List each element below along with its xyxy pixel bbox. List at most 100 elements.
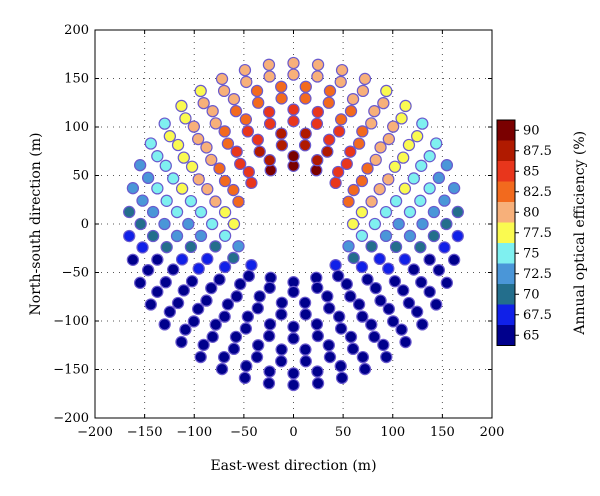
heliostat-point [447,182,461,195]
heliostat-point [299,80,312,93]
y-tick-label: 100 [64,120,89,135]
heliostat-point [311,70,324,83]
heliostat-point [227,342,241,355]
heliostat-point [263,154,276,167]
heliostat-point [427,205,441,219]
heliostat-point [368,217,382,231]
heliostat-point [414,241,427,254]
heliostat-point [239,113,253,126]
heliostat-point [398,182,412,195]
heliostat-point [287,378,300,392]
heliostat-point [171,296,185,310]
colorbar-segment [497,161,515,182]
heliostat-point [332,125,346,138]
y-tick-label: 50 [72,169,89,184]
heliostat-point [136,194,149,207]
heliostat-point [346,342,360,355]
colorbar-segment [497,325,515,346]
heliostat-point [215,362,229,376]
x-tick-label: −50 [230,425,257,440]
heliostat-point [322,339,335,352]
heliostat-point [311,377,325,390]
x-tick-label: 0 [289,425,297,440]
heliostat-point [355,174,369,188]
heliostat-point [311,105,325,119]
heliostat-point [167,172,180,185]
heliostat-point [340,277,353,291]
heliostat-point [217,350,231,364]
heliostat-point [191,302,205,316]
heliostat-point [194,350,207,364]
heliostat-point [356,84,370,98]
heliostat-point [399,335,412,349]
heliostat-point [347,251,360,265]
heliostat-point [386,120,400,133]
heliostat-point [238,63,252,77]
axis-ticks: −200 −150 −100 −50 0 50 100 150 200 200 150 100 50 0 −… [53,23,504,440]
heliostat-point [440,276,454,289]
heliostat-point [213,273,226,286]
heliostat-point [365,240,378,253]
heliostat-point [245,176,258,190]
heliostat-point [299,127,312,140]
heliostat-point [388,160,402,173]
heliostat-point [144,298,157,311]
heliostat-point [123,205,136,219]
heliostat-point [209,240,222,253]
heliostat-point [179,112,192,125]
heliostat-point [287,56,300,70]
heliostat-point [175,253,189,266]
heliostat-point [287,103,300,116]
colorbar-segment [497,284,515,305]
y-tick-label: −200 [53,411,89,426]
heliostat-point [200,141,213,154]
heliostat-point [141,264,155,277]
heliostat-point [262,377,276,390]
heliostat-point [369,153,382,167]
heliostat-point [175,182,189,195]
heliostat-point [344,104,358,118]
heliostat-point [399,99,412,113]
heliostat-point [205,217,219,231]
heliostat-point [275,296,289,309]
heliostat-point [184,194,198,208]
heliostat-point [253,145,266,158]
heliostat-point [275,355,288,368]
heliostat-point [160,241,173,254]
heliostat-point [352,137,366,150]
heliostat-point [334,75,347,89]
heliostat-point [369,281,382,295]
heliostat-point [126,182,140,195]
heliostat-point [335,63,349,77]
heliostat-point [440,217,453,231]
heliostat-point [365,117,378,130]
heliostat-point [160,194,173,207]
heliostat-point [197,96,210,110]
heliostat-point [242,165,256,179]
colorbar-segment [497,222,515,243]
heliostat-point [423,182,436,195]
heliostat-point [287,332,300,345]
heliostat-point [311,58,325,71]
heliostat-point [380,350,393,364]
colorbar-tick-label: 82.5 [523,185,552,200]
heliostat-point [151,285,164,298]
colorbar-segment [497,202,515,223]
heliostat-point [379,205,393,219]
heliostat-point [136,241,149,254]
heliostat-point [440,159,454,172]
heliostat-point [151,182,164,195]
heliostat-point [298,139,312,152]
grid [95,30,492,418]
colorbar-tick-label: 65 [523,328,540,343]
heliostat-point [402,138,416,152]
colorbar-tick-label: 77.5 [523,226,552,241]
heliostat-point [141,171,155,184]
heliostat-point [275,92,288,105]
heliostat-point [234,277,247,291]
heliostat-point [194,205,208,219]
heliostat-point [163,130,177,143]
heliostat-point [251,133,264,146]
heliostat-point [262,329,276,343]
heliostat-point [334,359,347,373]
